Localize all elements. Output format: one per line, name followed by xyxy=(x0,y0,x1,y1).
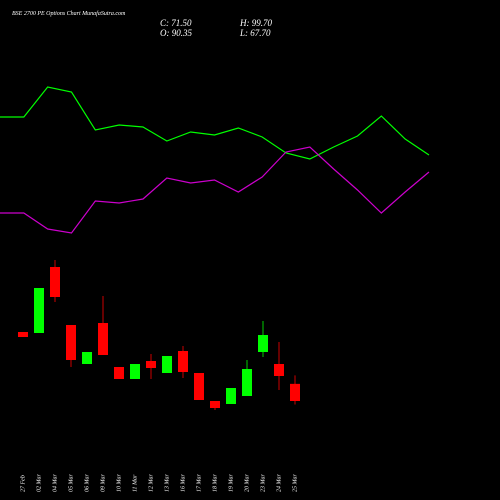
candle-body xyxy=(146,361,156,368)
candle-body xyxy=(210,401,220,408)
x-tick-label: 25 Mar xyxy=(292,474,298,492)
x-tick-label: 13 Mar xyxy=(164,474,170,492)
candle-body xyxy=(226,388,236,404)
x-tick-label: 09 Mar xyxy=(100,474,106,492)
x-tick-label: 19 Mar xyxy=(228,474,234,492)
x-tick-label: 06 Mar xyxy=(84,474,90,492)
x-tick-label: 12 Mar xyxy=(148,474,154,492)
x-tick-label: 11 Mar xyxy=(132,474,138,492)
indicator-line xyxy=(0,146,430,234)
candle-body xyxy=(290,383,300,401)
candle-body xyxy=(162,356,172,373)
chart-title: BSE 2700 PE Options Chart MunafaSutra.co… xyxy=(12,10,126,17)
x-tick-label: 27 Feb xyxy=(20,475,26,492)
x-tick-label: 05 Mar xyxy=(68,474,74,492)
candle-body xyxy=(178,351,188,372)
x-tick-label: 10 Mar xyxy=(116,474,122,492)
x-tick-label: 04 Mar xyxy=(51,474,58,492)
candle-body xyxy=(66,325,76,360)
candle-body xyxy=(34,288,44,333)
stat: O: 90.35 xyxy=(160,28,192,38)
candle-body xyxy=(114,367,124,379)
candle-body xyxy=(274,364,284,376)
x-tick-label: 02 Mar xyxy=(36,474,42,492)
indicator-line xyxy=(0,86,430,160)
candle-body xyxy=(130,364,140,379)
candle-body xyxy=(82,352,92,364)
candle-body xyxy=(194,373,204,400)
stat: C: 71.50 xyxy=(160,18,192,28)
x-tick-label: 20 Mar xyxy=(244,474,250,492)
candle-body xyxy=(18,332,28,337)
candle-body xyxy=(50,267,60,297)
stat: H: 99.70 xyxy=(239,18,272,28)
x-tick-label: 16 Mar xyxy=(180,474,186,492)
x-tick-label: 24 Mar xyxy=(275,474,282,492)
x-tick-label: 18 Mar xyxy=(212,474,218,492)
stat: L: 67.70 xyxy=(239,28,271,38)
candle-body xyxy=(242,369,252,396)
candle-body xyxy=(258,335,268,352)
x-tick-label: 23 Mar xyxy=(260,474,266,492)
x-tick-label: 17 Mar xyxy=(196,474,202,492)
candle-body xyxy=(98,323,108,355)
